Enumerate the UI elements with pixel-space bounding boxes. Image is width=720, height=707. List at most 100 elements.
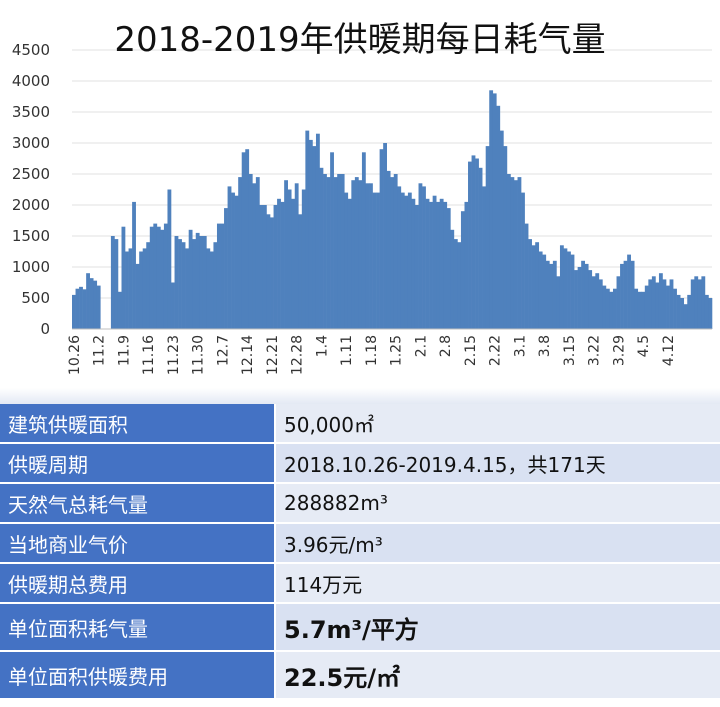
bar <box>478 167 483 329</box>
bar <box>503 146 508 329</box>
bar <box>121 226 126 329</box>
bar <box>351 180 356 329</box>
row-value: 50,000㎡ <box>275 404 720 444</box>
x-tick-label: 10.26 <box>67 335 83 375</box>
bar <box>680 298 685 329</box>
bar <box>86 273 90 329</box>
bar <box>340 174 345 329</box>
y-tick-label: 1000 <box>12 258 50 276</box>
bar <box>245 149 250 329</box>
bar <box>149 226 154 329</box>
table-row: 天然气总耗气量 288882m³ <box>0 483 720 524</box>
bar <box>673 288 677 329</box>
bar <box>468 161 472 329</box>
bar <box>234 195 239 329</box>
bar <box>280 201 285 329</box>
x-tick-label: 2.22 <box>488 335 504 366</box>
bar <box>89 278 94 329</box>
bar <box>687 294 692 329</box>
bar <box>178 239 182 329</box>
row-label: 当地商业气价 <box>0 523 276 564</box>
bar <box>199 236 204 329</box>
bar <box>376 192 380 329</box>
bars <box>72 90 713 330</box>
x-tick-label: 12.7 <box>215 335 231 366</box>
bar <box>697 279 702 329</box>
bar <box>496 105 501 329</box>
bar <box>581 260 586 329</box>
bar <box>365 183 370 329</box>
bar <box>567 251 571 329</box>
row-value: 288882m³ <box>275 483 720 524</box>
bar <box>171 282 175 329</box>
bar <box>354 177 359 329</box>
bar <box>330 152 334 329</box>
bar <box>213 242 218 329</box>
bar <box>227 186 232 329</box>
bar <box>460 211 465 329</box>
bar <box>559 245 564 329</box>
bar <box>637 291 642 329</box>
bar <box>156 226 161 329</box>
bar <box>482 186 487 329</box>
bar <box>641 291 646 329</box>
bar <box>570 254 575 329</box>
bar <box>506 174 511 329</box>
bar <box>422 186 426 329</box>
bar <box>241 152 246 329</box>
bar <box>492 93 497 330</box>
bar <box>323 174 327 329</box>
bar <box>701 276 706 329</box>
bar <box>79 286 83 329</box>
bar <box>521 192 525 329</box>
bar <box>142 248 147 329</box>
table-row: 单位面积耗气量 5.7m³/平方 <box>0 603 720 652</box>
bar <box>708 298 713 329</box>
bar <box>535 242 540 329</box>
bar <box>72 294 76 329</box>
row-label: 供暖周期 <box>0 443 276 484</box>
bar <box>489 90 494 329</box>
bar <box>464 201 469 329</box>
bar <box>262 205 267 329</box>
bar <box>563 248 568 329</box>
bar <box>676 294 681 329</box>
bar <box>270 217 274 329</box>
bar <box>291 198 296 329</box>
bar <box>662 279 667 329</box>
x-tick-label: 11.16 <box>141 335 157 375</box>
y-tick-label: 2000 <box>12 196 50 214</box>
bar <box>202 236 207 329</box>
bar <box>252 183 257 329</box>
bar <box>238 177 243 329</box>
table-row: 供暖期总费用 114万元 <box>0 563 720 604</box>
y-tick-labels: 0 500 1000 1500 2000 2500 3000 3500 4000 4500 <box>12 41 50 338</box>
bar <box>407 192 412 329</box>
bar <box>648 279 653 329</box>
x-tick-label: 11.23 <box>166 335 182 375</box>
row-value: 22.5元/㎡ <box>275 651 720 700</box>
bar <box>160 229 165 329</box>
bar <box>432 195 437 329</box>
bar <box>174 236 179 329</box>
bar <box>372 192 377 329</box>
x-tick-label: 2.8 <box>438 335 454 357</box>
bar <box>528 239 532 329</box>
bar <box>609 291 614 329</box>
bar <box>284 180 288 329</box>
bar <box>574 270 578 329</box>
bar <box>379 149 384 329</box>
bar <box>524 223 529 329</box>
bar <box>390 177 395 329</box>
x-tick-label: 3.22 <box>587 335 603 366</box>
bar <box>259 205 264 329</box>
bar <box>110 236 115 329</box>
bar <box>231 192 235 329</box>
bar <box>93 280 98 329</box>
table-row: 单位面积供暖费用 22.5元/㎡ <box>0 651 720 700</box>
bar <box>301 189 306 329</box>
row-value: 3.96元/m³ <box>275 523 720 564</box>
y-tick-label: 4500 <box>12 41 50 59</box>
bar <box>616 276 621 329</box>
bar <box>216 223 221 329</box>
